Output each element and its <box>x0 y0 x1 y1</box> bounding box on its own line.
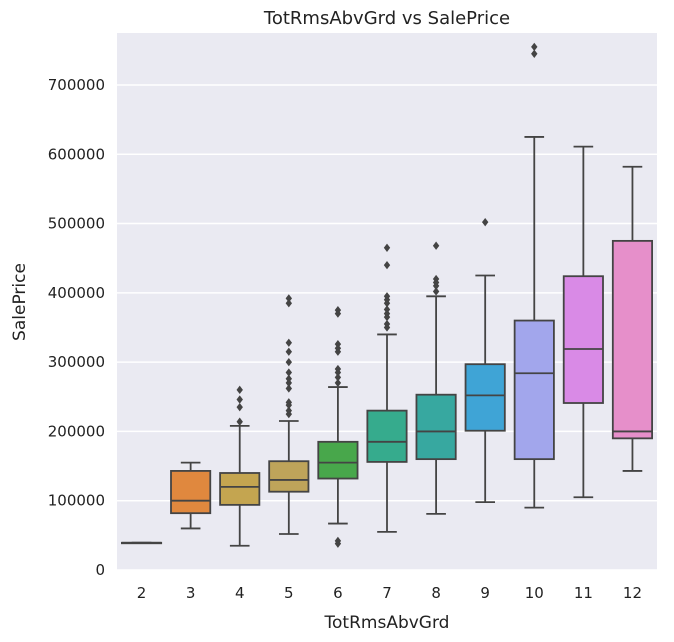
outlier-point <box>334 536 342 546</box>
box-body <box>415 393 457 461</box>
outlier-point <box>334 306 342 315</box>
y-tick-label: 500000 <box>48 215 105 233</box>
outlier-point <box>334 364 342 374</box>
x-tick-label: 3 <box>186 584 196 602</box>
outlier-point <box>383 305 391 314</box>
outlier-point <box>285 299 293 308</box>
box-8 <box>415 241 457 515</box>
y-tick-labels: 0 100000 200000 300000 400000 500000 600000 700… <box>48 76 105 579</box>
outlier-point <box>432 287 440 296</box>
y-axis-label: SalePrice <box>10 263 30 341</box>
chart-title: TotRmsAbvGrd vs SalePrice <box>263 8 510 29</box>
x-tick-label: 8 <box>431 584 441 602</box>
outlier-point <box>285 294 293 303</box>
outlier-point <box>236 403 243 412</box>
outlier-point <box>236 395 243 404</box>
outlier-point <box>432 274 440 284</box>
outlier-point <box>285 347 293 356</box>
x-axis-label: TotRmsAbvGrd <box>324 613 450 633</box>
box-12 <box>611 165 653 472</box>
x-tick-label: 12 <box>623 584 642 602</box>
outlier-point <box>531 42 538 52</box>
x-tick-label: 6 <box>333 584 343 602</box>
box-9 <box>464 218 506 503</box>
x-tick-label: 9 <box>480 584 490 602</box>
outlier-point <box>334 373 342 382</box>
outlier-point <box>236 385 243 395</box>
outlier-point <box>432 241 440 250</box>
box-4 <box>219 385 261 547</box>
outlier-point <box>285 368 293 377</box>
x-tick-label: 11 <box>574 584 593 602</box>
box-6 <box>317 306 359 548</box>
outlier-point <box>285 384 293 393</box>
x-tick-label: 2 <box>137 584 147 602</box>
outlier-point <box>285 374 293 383</box>
outlier-point <box>334 378 342 388</box>
box-3 <box>170 461 212 530</box>
y-tick-label: 400000 <box>48 284 105 302</box>
y-tick-label: 200000 <box>48 422 105 440</box>
outlier-point <box>383 292 391 301</box>
box-7 <box>366 243 408 533</box>
outlier-point <box>383 260 391 270</box>
y-tick-label: 600000 <box>48 145 105 163</box>
box-body <box>170 470 212 515</box>
x-tick-label: 5 <box>284 584 294 602</box>
y-tick-label: 700000 <box>48 76 105 94</box>
box-body <box>513 319 555 461</box>
box-body <box>611 239 653 440</box>
outlier-point <box>481 218 489 227</box>
y-tick-label: 0 <box>95 561 105 579</box>
box-body <box>562 275 604 404</box>
box-body <box>464 363 506 432</box>
y-tick-label: 300000 <box>48 353 105 371</box>
outlier-point <box>531 49 538 58</box>
box-5 <box>268 294 310 535</box>
x-tick-label: 10 <box>525 584 544 602</box>
outlier-point <box>383 243 391 252</box>
outlier-point <box>285 357 293 367</box>
y-tick-label: 100000 <box>48 492 105 510</box>
outlier-point <box>285 338 293 347</box>
box-11 <box>562 145 604 499</box>
box-body <box>317 440 359 480</box>
box-2 <box>121 541 163 545</box>
x-tick-label: 4 <box>235 584 245 602</box>
box-series <box>121 42 653 548</box>
box-body <box>219 472 261 506</box>
outlier-point <box>285 398 293 407</box>
x-tick-labels: 2 3 4 5 6 7 8 9 10 11 12 <box>137 584 642 602</box>
box-10 <box>513 42 555 509</box>
outlier-point <box>236 417 243 426</box>
outlier-point <box>334 339 342 349</box>
x-tick-label: 7 <box>382 584 392 602</box>
outlier-point <box>383 319 391 329</box>
box-body <box>366 409 408 463</box>
outlier-point <box>285 406 293 415</box>
box-body <box>268 460 310 493</box>
